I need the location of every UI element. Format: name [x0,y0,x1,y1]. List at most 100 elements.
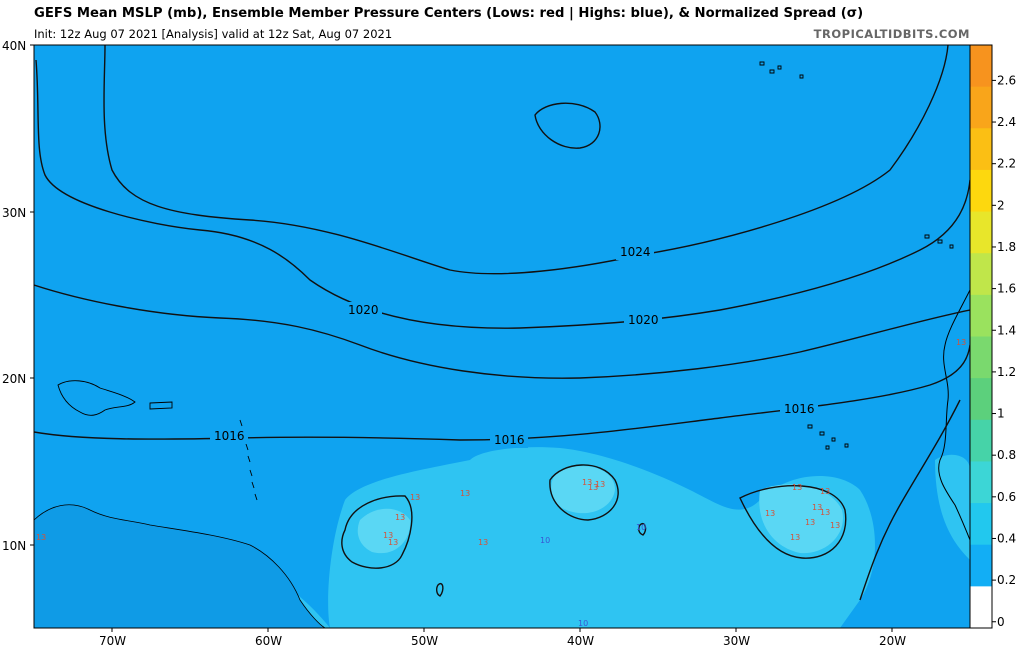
chart-title: GEFS Mean MSLP (mb), Ensemble Member Pre… [34,6,864,21]
low-center-marker: 13 [388,538,398,547]
low-center-marker: 13 [830,521,840,530]
colorbar-swatch [970,378,992,421]
lat-tick-label: 30N [2,206,26,220]
low-center-marker: 13 [792,483,802,492]
lon-tick-label: 20W [879,634,906,648]
colorbar-tick-label: 0.4 [997,531,1016,545]
colorbar-tick-label: 1 [997,407,1005,421]
spread-pocket-1 [551,466,615,514]
isobar-small-1 [435,583,444,597]
isobar-low-central [549,464,619,521]
lon-tick-label: 70W [99,634,126,648]
colorbar-swatch [970,211,992,254]
puerto-rico-land [149,401,173,410]
low-center-marker: 13 [478,538,488,547]
azores-islands [759,61,804,79]
lon-tick-label: 30W [723,634,750,648]
low-center-marker: 13 [460,489,470,498]
colorbar-swatch [970,169,992,213]
lat-tick-label: 40N [2,39,26,53]
canary-islands [924,234,954,249]
longitude-axis: 70W 60W 50W 40W 30W 20W [99,628,906,648]
colorbar-tick-label: 2.6 [997,73,1016,87]
colorbar-swatch [970,253,992,296]
low-center-marker: 13 [383,531,393,540]
africa-coast [938,289,970,541]
low-center-marker: 13 [595,480,605,489]
colorbar-tick-label: 0.2 [997,573,1016,587]
lon-tick-label: 40W [567,634,594,648]
colorbar-swatch [970,544,992,587]
low-center-marker: 13 [36,533,46,542]
isobar-contours [34,45,970,601]
low-center-marker: 13 [820,508,830,517]
colorbar-tick-label: 2.4 [997,115,1016,129]
colorbar-tick-label: 2 [997,198,1005,212]
colorbar-tick-label: 1.2 [997,365,1016,379]
colorbar-tick-label: 1.4 [997,323,1016,337]
spread-pocket-2 [759,484,843,554]
high-center-marker: 10 [540,536,550,545]
colorbar-swatch [970,336,992,379]
colorbar-swatch [970,294,992,337]
hispaniola-land [57,380,136,416]
isobar-label-1020-east: 1020 [628,313,659,327]
isobar-1016-north [34,284,970,379]
cape-verde-islands [807,424,849,450]
colorbar-tick-label: 0.8 [997,448,1016,462]
colorbar-swatch [970,503,992,546]
isobar-1016-east [859,399,961,601]
colorbar-swatch [970,586,992,629]
site-credit[interactable]: TROPICALTIDBITS.COM [813,27,970,41]
isobar-small-2 [638,523,647,536]
isobar-1024 [103,45,949,275]
spread-colorbar: 2.6 2.4 2.2 2 1.8 1.6 1.4 1.2 1 0.8 0.6 0.4 0.2 0 [969,44,1016,629]
low-center-marker: 13 [956,338,966,347]
isobar-1020 [35,59,970,329]
low-center-marker: 13 [820,487,830,496]
colorbar-tick-label: 2.2 [997,157,1016,171]
colorbar-swatch [970,419,992,462]
isobar-label-1024: 1024 [620,245,651,259]
high-center-marker: 10 [636,523,646,532]
low-center-marker: 13 [582,478,592,487]
isobar-label-1016-west: 1016 [214,429,245,443]
south-america-land [34,504,326,628]
lat-tick-label: 20N [2,372,26,386]
isobar-1016 [34,344,970,441]
colorbar-swatch [970,86,992,129]
spread-region-central [328,447,875,628]
pressure-center-markers: 13 13 13 13 13 13 13 13 13 13 13 13 13 1… [36,338,966,628]
low-center-marker: 13 [790,533,800,542]
isobar-label-group: 1024 1020 1020 1016 1016 1016 [210,244,818,448]
spread-region-east [935,454,970,560]
colorbar-tick-label: 0 [997,615,1005,629]
low-center-marker: 13 [805,518,815,527]
low-center-marker: 13 [588,483,598,492]
colorbar-tick-label: 1.6 [997,282,1016,296]
isobar-label-1016-east: 1016 [784,402,815,416]
low-center-marker: 13 [410,493,420,502]
low-center-marker: 13 [395,513,405,522]
colorbar-swatch [970,461,992,504]
high-center-marker: 10 [578,619,588,628]
lat-tick-label: 10N [2,539,26,553]
isobar-label-1016-central: 1016 [494,433,525,447]
init-valid-time: Init: 12z Aug 07 2021 [Analysis] valid a… [34,27,393,41]
low-center-marker: 13 [765,509,775,518]
isobar-1024-inner [534,102,601,149]
isobar-low-west [341,495,413,569]
low-center-marker: 13 [812,503,822,512]
colorbar-tick-label: 1.8 [997,240,1016,254]
lon-tick-label: 60W [255,634,282,648]
spread-pocket-3 [357,508,411,554]
colorbar-frame [969,44,993,629]
colorbar-swatch [970,128,992,171]
isobar-low-east [739,485,847,559]
lon-tick-label: 50W [411,634,438,648]
colorbar-swatch [970,45,992,88]
isobar-label-1020-west: 1020 [348,303,379,317]
colorbar-tick-label: 0.6 [997,490,1016,504]
latitude-axis: 40N 30N 20N 10N [2,39,34,553]
